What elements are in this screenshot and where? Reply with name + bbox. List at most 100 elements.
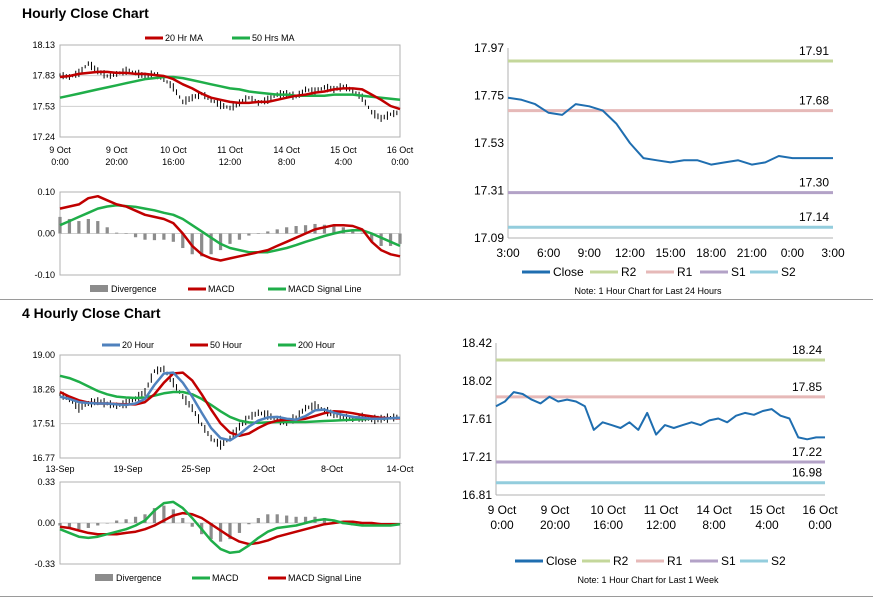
hourly-price-x-tick-label: 9 Oct xyxy=(49,145,71,155)
four-hourly-price-x-tick-label: 14-Oct xyxy=(386,464,414,474)
four-hourly-macd-divergence-bar xyxy=(115,520,119,523)
four-hourly-macd-divergence-bar xyxy=(143,514,147,523)
hourly-macd-divergence-bar xyxy=(171,233,175,242)
four-hourly-macd-divergence-bar xyxy=(303,516,308,523)
hourly-macd-signal-line xyxy=(59,204,401,254)
four-hourly-macd-y-tick-label: -0.33 xyxy=(34,559,55,569)
four-hourly-price-legend-label: 200 Hour xyxy=(298,340,335,350)
four-hourly-levels-x-tick-label: 10 Oct xyxy=(590,503,626,517)
hourly-price-x-tick-label: 16:00 xyxy=(162,157,185,167)
hourly-section-title: Hourly Close Chart xyxy=(22,5,149,21)
four-hourly-levels-y-tick-label: 18.42 xyxy=(462,336,492,350)
four-hourly-macd-divergence-bar xyxy=(77,523,81,530)
hourly-macd-divergence-bar xyxy=(115,232,119,234)
hourly-macd-divergence-bar xyxy=(370,233,374,242)
hourly-levels-x-tick-label: 15:00 xyxy=(655,246,685,260)
four-hourly-levels-y-tick-label: 17.61 xyxy=(462,412,492,426)
hourly-macd-divergence-bar xyxy=(294,226,298,234)
hourly-price-x-tick-label: 16 Oct xyxy=(387,145,414,155)
four-hourly-levels-x-tick-label: 4:00 xyxy=(755,518,779,532)
hourly-levels-legend-label: S1 xyxy=(731,265,746,279)
four-hourly-price-y-tick-label: 18.26 xyxy=(32,384,55,394)
hourly-price-50hr-ma-line xyxy=(59,75,401,102)
four-hourly-macd-divergence-bar xyxy=(181,518,185,523)
four-hourly-price-x-tick-label: 2-Oct xyxy=(253,464,276,474)
four-hourly-levels-legend-label: R2 xyxy=(613,554,629,568)
hourly-price-x-tick-label: 8:00 xyxy=(278,157,296,167)
hourly-levels-legend-label: S2 xyxy=(781,265,796,279)
four-hourly-macd-y-tick-label: 0.00 xyxy=(37,518,55,528)
hourly-levels-x-tick-label: 3:00 xyxy=(821,246,845,260)
four-hourly-macd-divergence-bar xyxy=(67,523,72,528)
four-hourly-levels-s1-label: 17.22 xyxy=(792,445,822,459)
four-hourly-levels-x-tick-label: 16 Oct xyxy=(802,503,838,517)
hourly-macd-divergence-bar xyxy=(181,233,185,249)
hourly-levels-x-tick-label: 21:00 xyxy=(737,246,767,260)
four-hourly-levels-x-tick-label: 0:00 xyxy=(490,518,514,532)
hourly-price-y-tick-label: 17.53 xyxy=(32,101,55,111)
hourly-price-x-tick-label: 14 Oct xyxy=(273,145,300,155)
four-hourly-levels-y-tick-label: 18.02 xyxy=(462,374,492,388)
four-hourly-macd-legend-label: Divergence xyxy=(116,573,162,583)
hourly-macd-divergence-bar xyxy=(247,233,251,236)
four-hourly-macd-line xyxy=(59,500,401,555)
hourly-macd-line xyxy=(59,194,401,262)
hourly-macd-divergence-bar xyxy=(77,221,81,234)
hourly-macd-divergence-bar xyxy=(152,233,157,241)
hourly-price-20hr-ma-line xyxy=(59,70,401,111)
four-hourly-price-y-tick-label: 16.77 xyxy=(32,453,55,463)
hourly-price-x-tick-label: 12:00 xyxy=(219,157,242,167)
four-hourly-levels-r2-label: 18.24 xyxy=(792,343,822,357)
hourly-levels-x-tick-label: 6:00 xyxy=(537,246,561,260)
four-hourly-macd-legend-swatch xyxy=(95,574,113,581)
hourly-macd-divergence-bar xyxy=(275,229,279,234)
four-hourly-macd-y-tick-label: 0.33 xyxy=(37,477,55,487)
four-hourly-macd-divergence-bar xyxy=(218,523,223,542)
hourly-macd-divergence-bar xyxy=(162,233,166,240)
four-hourly-macd-divergence-bar xyxy=(294,516,298,523)
hourly-macd-divergence-bar xyxy=(388,233,393,246)
four-hourly-macd-divergence-bar xyxy=(247,523,251,525)
hourly-levels-x-tick-label: 3:00 xyxy=(496,246,520,260)
hourly-macd-divergence-bar xyxy=(360,232,364,234)
four-hourly-macd-divergence-bar xyxy=(105,523,109,524)
four-hourly-levels-legend-label: R1 xyxy=(667,554,683,568)
hourly-macd-y-tick-label: 0.10 xyxy=(37,187,55,197)
hourly-macd-divergence-bar xyxy=(303,225,308,234)
hourly-macd-legend-swatch xyxy=(90,285,108,292)
hourly-macd-divergence-bar xyxy=(200,233,204,257)
hourly-levels-legend-label: Close xyxy=(553,265,584,279)
four-hourly-price-20-hour-line xyxy=(59,371,401,442)
four-hourly-macd-divergence-bar xyxy=(256,518,260,523)
hourly-macd-divergence-bar xyxy=(398,233,402,244)
hourly-macd-divergence-bar xyxy=(237,233,242,240)
four-hourly-levels-legend-label: Close xyxy=(546,554,577,568)
hourly-levels-x-tick-label: 18:00 xyxy=(696,246,726,260)
hourly-price-legend-label: 50 Hrs MA xyxy=(252,33,295,43)
hourly-price-x-tick-label: 0:00 xyxy=(391,157,409,167)
hourly-macd-divergence-bar xyxy=(228,233,232,244)
hourly-levels-x-tick-label: 0:00 xyxy=(781,246,805,260)
four-hourly-levels-x-tick-label: 9 Oct xyxy=(488,503,517,517)
hourly-levels-y-tick-label: 17.09 xyxy=(474,231,504,245)
four-hourly-price-legend-label: 20 Hour xyxy=(122,340,154,350)
four-hourly-levels-close-line xyxy=(495,391,825,441)
hourly-levels-close-line xyxy=(507,96,833,166)
hourly-price-y-tick-label: 17.83 xyxy=(32,71,55,81)
hourly-levels-x-tick-label: 12:00 xyxy=(615,246,645,260)
bottom-divider xyxy=(0,596,873,597)
four-hourly-macd-divergence-bar xyxy=(228,523,232,540)
four-hourly-macd-divergence-bar xyxy=(124,519,128,523)
four-hourly-macd-divergence-bar xyxy=(96,523,100,526)
hourly-macd-divergence-bar xyxy=(379,233,383,246)
hourly-levels-y-tick-label: 17.97 xyxy=(474,41,504,55)
four-hourly-macd-legend-label: MACD Signal Line xyxy=(288,573,362,583)
hourly-macd-divergence-bar xyxy=(96,221,100,234)
four-hourly-levels-x-tick-label: 14 Oct xyxy=(696,503,732,517)
four-hourly-levels-x-tick-label: 20:00 xyxy=(540,518,570,532)
hourly-macd-y-tick-label: 0.00 xyxy=(37,229,55,239)
hourly-levels-x-tick-label: 9:00 xyxy=(578,246,602,260)
hourly-price-x-tick-label: 10 Oct xyxy=(160,145,187,155)
four-hourly-price-x-tick-label: 19-Sep xyxy=(113,464,142,474)
